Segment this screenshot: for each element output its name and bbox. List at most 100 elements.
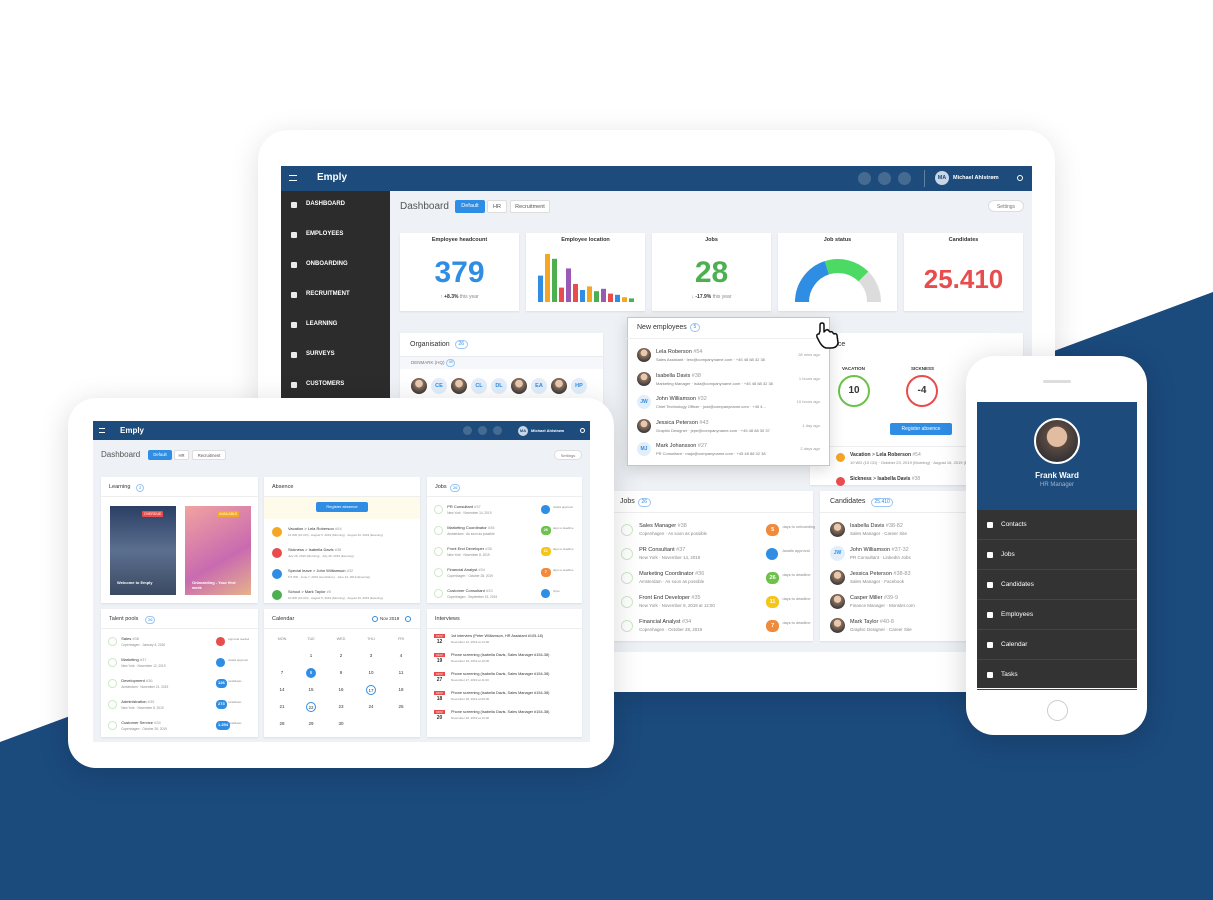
menu-item: Calendar <box>1001 641 1028 648</box>
toolbar-icon <box>493 426 502 435</box>
row-status: days to deadline <box>553 526 574 530</box>
avatar-photo <box>830 618 845 633</box>
row-title: PR Consultant #37 <box>639 547 739 555</box>
row-title: Customer Consultant #33 <box>447 588 547 594</box>
bar <box>601 288 606 302</box>
tab: Default <box>148 450 172 460</box>
row-status: Awaits approval <box>553 505 573 509</box>
button: Register absence <box>316 502 368 512</box>
interview-when: November 18, 2019 at 09:00 <box>451 697 490 701</box>
avatar-initials: EA <box>531 378 547 394</box>
panel-title: Calendar <box>272 616 295 622</box>
absence-icon <box>272 590 282 600</box>
absence-id: #54 <box>335 526 342 531</box>
menu-separator <box>977 689 1137 690</box>
avatar-initials: JW <box>637 395 651 409</box>
row-name: Development <box>121 678 145 683</box>
menu-separator <box>977 659 1137 660</box>
nav-icon <box>291 292 297 298</box>
row-info: Copenhagen · October 26, 2019 <box>121 726 167 731</box>
brand: Emply <box>120 426 145 435</box>
calendar-day: 16 <box>338 687 344 692</box>
employee-info: PR Consultant · majo@companyname.com · +… <box>656 451 766 456</box>
row-info: Amsterdam · November 21, 2019 <box>121 684 169 689</box>
settings: Settings <box>554 450 582 460</box>
panel-title: Learning <box>109 484 131 490</box>
row-id: #34 <box>478 567 486 572</box>
user-name: Michael Ahlstrøm <box>531 428 565 433</box>
toolbar-icon <box>858 172 871 185</box>
cursor-hand <box>816 322 839 349</box>
panel-title: Interviews <box>435 616 460 622</box>
page-title: Dashboard <box>101 450 141 459</box>
kpi-title: Candidates <box>948 237 979 243</box>
row-title: Financial Analyst #34 <box>447 567 547 573</box>
weekday: THU <box>367 637 375 641</box>
status-icon <box>766 548 779 561</box>
date-month: NOV <box>434 672 445 676</box>
row-name: PR Consultant <box>447 504 473 509</box>
brand: Emply <box>317 172 348 183</box>
count-badge: 2 <box>136 484 145 492</box>
row-icon <box>108 679 117 688</box>
kpi-title: Job status <box>823 237 852 243</box>
employee-name: Lela Roberson #54 <box>656 349 766 356</box>
interviews-panel <box>427 609 582 737</box>
row-icon <box>434 547 443 556</box>
tab: Recruitment <box>192 450 226 460</box>
search-icon <box>580 428 585 433</box>
row-badge: 7 <box>766 620 780 633</box>
talent-panel <box>101 609 258 737</box>
row-icon <box>621 572 634 585</box>
menu-separator <box>977 569 1137 570</box>
calendar-day: 7 <box>280 670 284 675</box>
employee-info: Sales Assistant · lero@companyname.com ·… <box>656 357 765 362</box>
absence-id: #38 <box>911 476 921 482</box>
row-title: PR Consultant #37 <box>447 504 547 510</box>
row-info: New York · November 14, 2019 <box>447 510 492 515</box>
absence-name: Isabella Davis <box>877 476 911 482</box>
row-info: Copenhagen · September 19, 2019 <box>447 594 498 599</box>
absence-line: School > Mark Taylor #5 <box>288 589 331 594</box>
panel-title: Jobs <box>620 498 635 505</box>
row-badge: 126 <box>216 679 227 688</box>
status-icon <box>216 658 225 667</box>
calendar-day: 14 <box>279 687 285 692</box>
kpi-value: 379 <box>434 256 485 289</box>
row-status: days to deadline <box>782 573 811 577</box>
row-info: New York · November 8, 2019 at 12:00 <box>639 603 715 608</box>
kpi-title: Jobs <box>705 237 718 243</box>
row-id: #36 <box>695 571 705 577</box>
arrow: ↑ <box>440 294 445 300</box>
count-badge: 5 <box>690 323 700 332</box>
row-title: Development #36 <box>121 678 221 684</box>
employee-info: Marketing Manager · isda@companyname.com… <box>656 380 773 386</box>
employee-name: Isabella Davis #38 <box>656 373 766 380</box>
row-title: Front End Developer #35 <box>447 546 547 552</box>
count-badge: 25.410 <box>871 498 894 507</box>
course-label: Welcome to Emply <box>117 580 153 585</box>
row-title: Sales Manager #38 <box>639 523 739 531</box>
employee-time: 28 mins ago <box>798 352 820 357</box>
nav-icon <box>291 262 297 268</box>
menu-item: Employees <box>1001 611 1034 618</box>
panel-title: Jobs <box>435 484 447 490</box>
menu-icon <box>289 175 297 181</box>
menu-separator <box>977 629 1137 630</box>
calendar-day: 3 <box>369 653 373 658</box>
row-name: PR Consultant <box>639 547 675 553</box>
kpi-card <box>400 233 519 311</box>
gauge-segment <box>824 259 869 282</box>
separator <box>427 496 582 497</box>
count-badge: 26 <box>638 498 651 507</box>
row-badge: 273 <box>216 700 227 709</box>
panel-title: Candidates <box>830 498 866 505</box>
menu-icon <box>987 522 993 528</box>
row-name: Financial Analyst <box>447 567 478 572</box>
absence-type: Sickness <box>288 547 305 552</box>
row-name: Sales Manager <box>639 523 677 529</box>
calendar-day: 17 <box>366 685 376 695</box>
row-info: New York · November 14, 2019 <box>639 555 701 560</box>
row-id: #35 <box>691 595 701 601</box>
calendar-month: Nov 2019 <box>380 616 400 621</box>
